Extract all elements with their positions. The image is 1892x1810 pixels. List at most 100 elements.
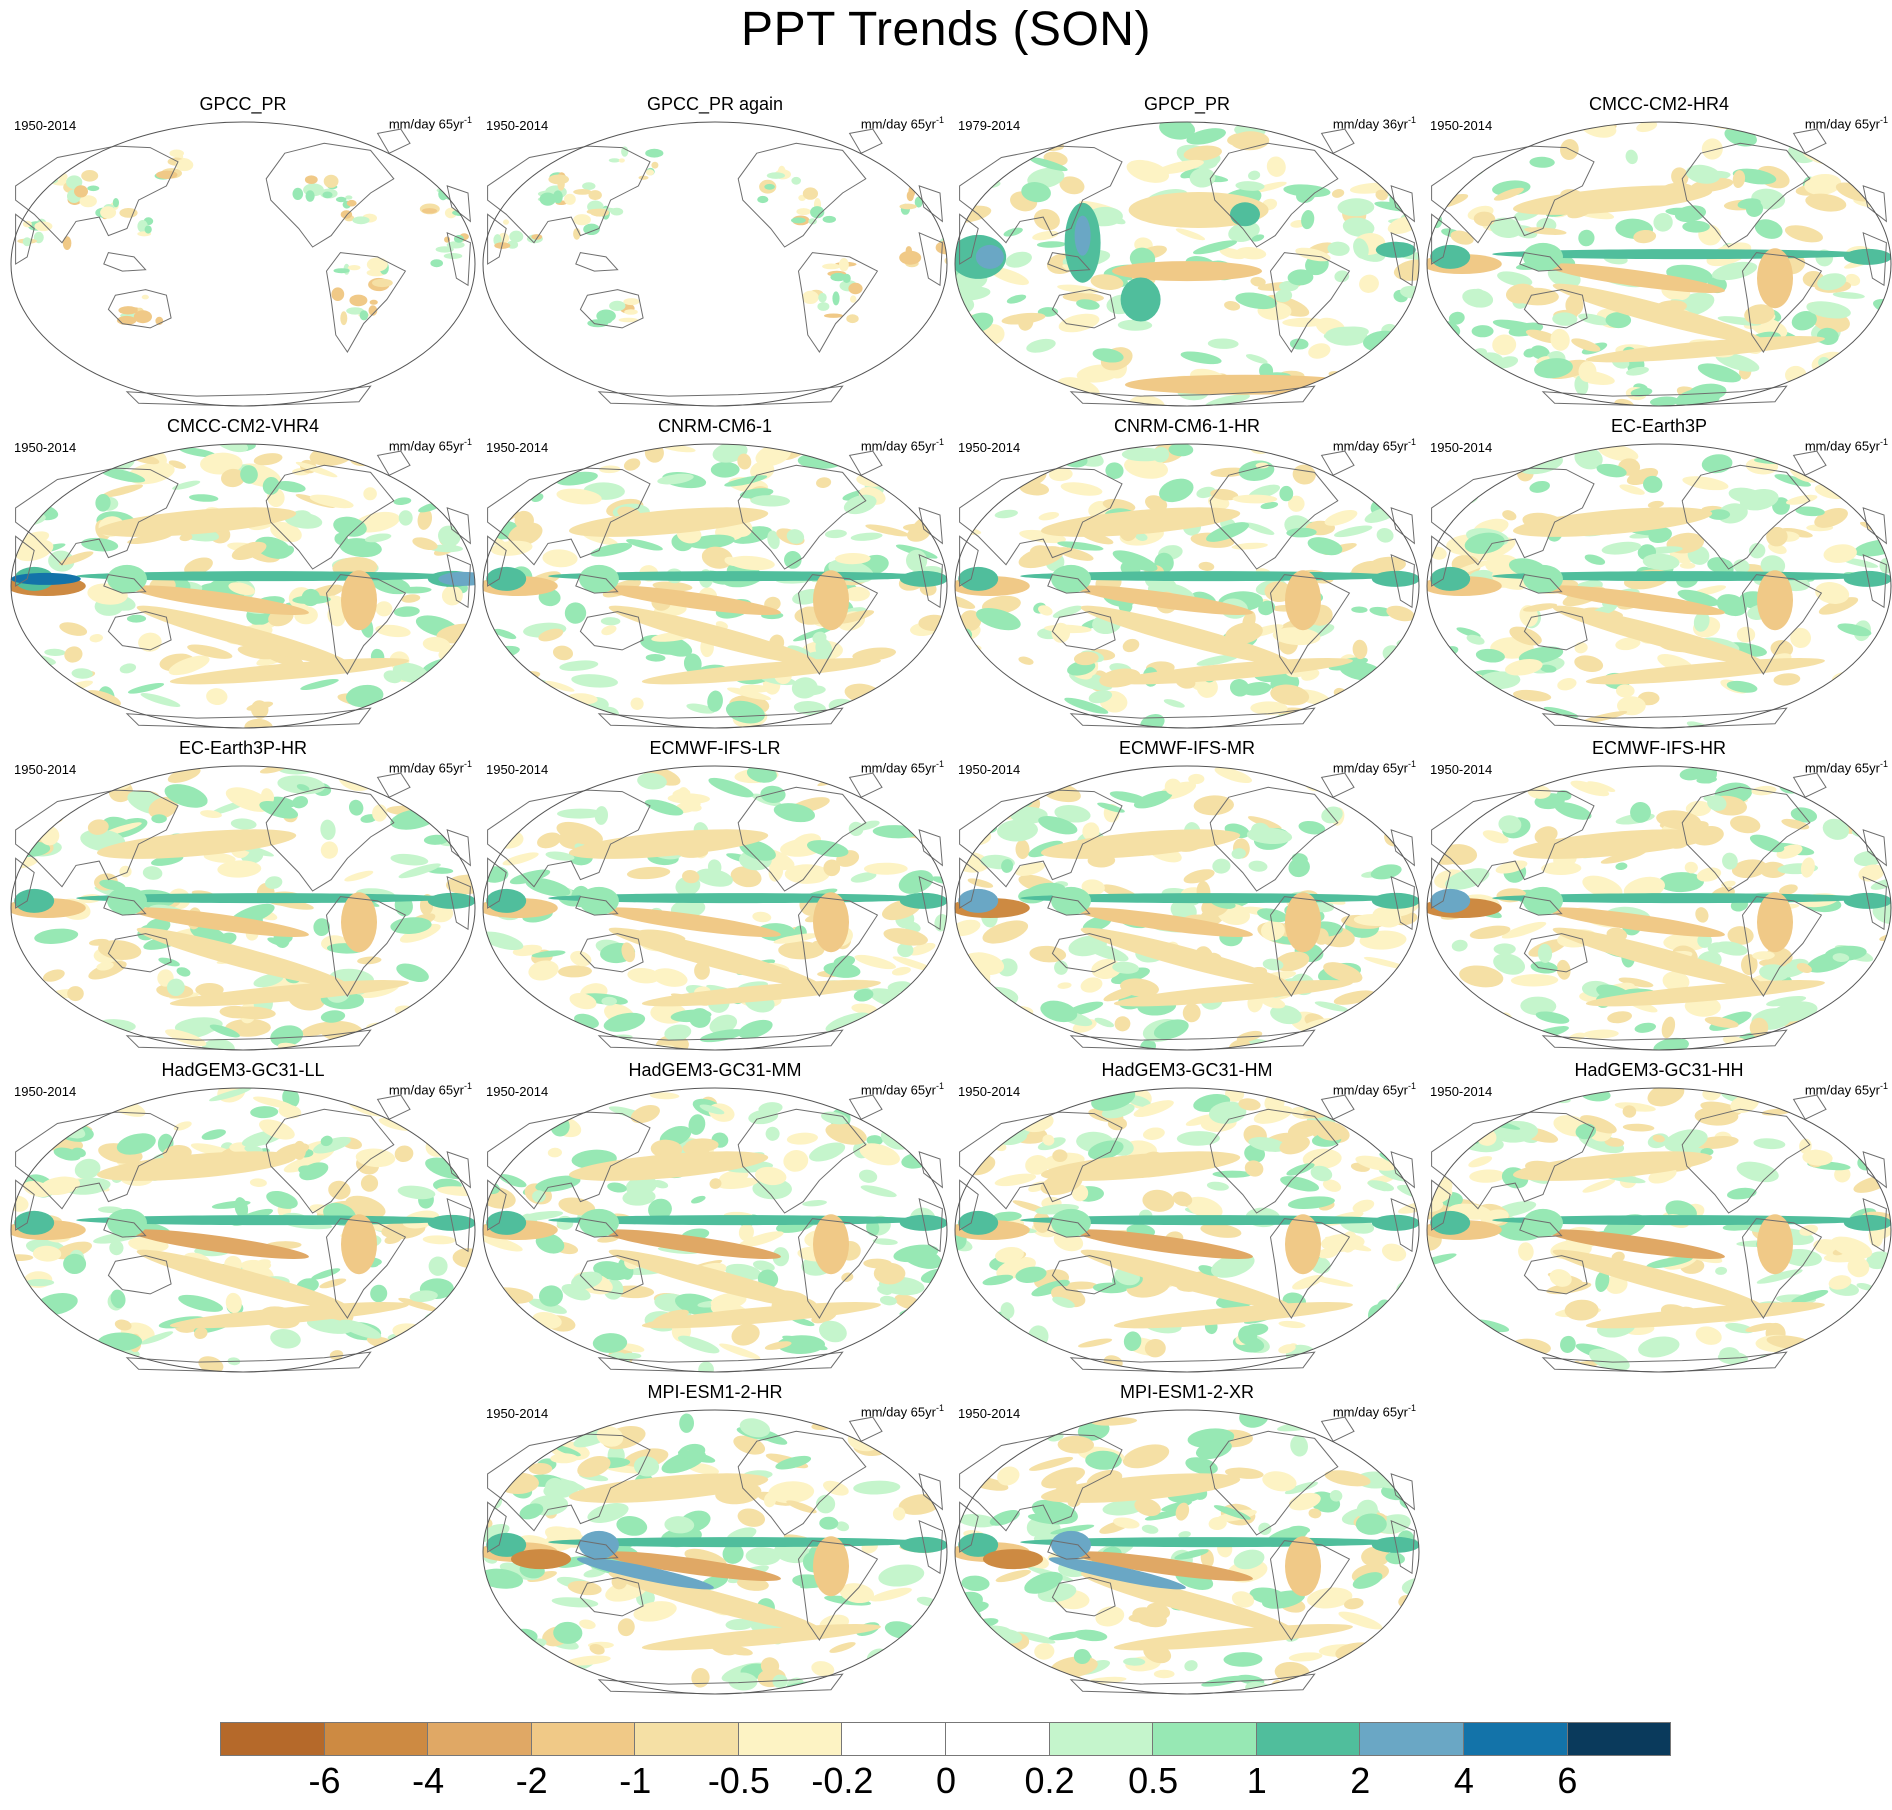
- panel-period: 1950-2014: [14, 440, 77, 455]
- colorbar-box: [1462, 1722, 1568, 1756]
- panel-title: ECMWF-IFS-MR: [1119, 738, 1255, 758]
- panel-title: EC-Earth3P: [1610, 416, 1708, 436]
- precip-trend-field: [11, 766, 475, 1050]
- coastlines: [487, 772, 943, 1051]
- map-panel: GPCC_PR again 1950-2014 mm/day 65yr-1: [478, 94, 952, 416]
- precip-trend-field: [955, 1088, 1419, 1371]
- map-plot: [954, 765, 1420, 1051]
- panel-title: CMCC-CM2-HR4: [1589, 94, 1729, 114]
- panel-title: GPCP_PR: [1143, 94, 1231, 114]
- map-plot: [954, 1087, 1420, 1373]
- map-panel: ECMWF-IFS-HR 1950-2014 mm/day 65yr-1: [1422, 738, 1892, 1060]
- colorbar-tick-label: 6: [1557, 1760, 1578, 1801]
- map-border: [10, 121, 476, 407]
- panel-units: mm/day 65yr-1: [860, 1403, 944, 1420]
- precip-trend-field: [483, 1088, 947, 1372]
- map-plot: [954, 443, 1420, 729]
- map-plot: [482, 121, 948, 407]
- coastlines: [15, 1094, 471, 1373]
- map-panel: ECMWF-IFS-LR 1950-2014 mm/day 65yr-1: [478, 738, 952, 1060]
- colorbar-labels: -6 -4 -2 -1 -0.5 -0.2 0 0.2 0.5 1 2 4 6: [221, 1760, 1671, 1810]
- panel-period: 1950-2014: [958, 762, 1021, 777]
- colorbar-tick-label: -4: [412, 1760, 445, 1801]
- map-panel: ECMWF-IFS-MR 1950-2014 mm/day 65yr-1: [950, 738, 1424, 1060]
- map-panel: MPI-ESM1-2-HR 1950-2014 mm/day 65yr-1: [478, 1382, 952, 1704]
- map-plot: [482, 765, 948, 1051]
- map-panel: GPCC_PR 1950-2014 mm/day 65yr-1: [6, 94, 480, 416]
- panel-title: ECMWF-IFS-HR: [1592, 738, 1726, 758]
- map-plot: [1426, 121, 1892, 407]
- colorbar-tick-label: -1: [619, 1760, 652, 1801]
- panel-title: CMCC-CM2-VHR4: [167, 416, 319, 436]
- panel-title: MPI-ESM1-2-XR: [1119, 1382, 1254, 1402]
- precip-trend-field: [955, 1410, 1419, 1694]
- map-border: [482, 1087, 948, 1373]
- map-plot: [1426, 765, 1892, 1051]
- colorbar-tick-label: 1: [1246, 1760, 1267, 1801]
- map-plot: [10, 443, 476, 729]
- panel-period: 1950-2014: [14, 118, 77, 133]
- panel-period: 1950-2014: [486, 118, 549, 133]
- coastlines: [1431, 450, 1887, 729]
- panel-period: 1950-2014: [14, 1084, 77, 1099]
- map-panel: CMCC-CM2-HR4 1950-2014 mm/day 65yr-1: [1422, 94, 1892, 416]
- precip-trend-field: [493, 146, 947, 328]
- panel-title: EC-Earth3P-HR: [178, 738, 308, 758]
- panel-units: mm/day 65yr-1: [1804, 1081, 1888, 1098]
- map-panel: CMCC-CM2-VHR4 1950-2014 mm/day 65yr-1: [6, 416, 480, 738]
- panel-period: 1950-2014: [1430, 762, 1493, 777]
- panel-units: mm/day 65yr-1: [388, 1081, 472, 1098]
- panel-period: 1950-2014: [1430, 1084, 1493, 1099]
- map-panel: MPI-ESM1-2-XR 1950-2014 mm/day 65yr-1: [950, 1382, 1424, 1704]
- colorbar-box: [1566, 1722, 1672, 1756]
- colorbar-box: [1152, 1722, 1257, 1756]
- map-border: [482, 765, 948, 1051]
- colorbar-tick-label: -0.2: [811, 1760, 874, 1801]
- map-panel: GPCP_PR 1979-2014 mm/day 36yr-1: [950, 94, 1424, 416]
- colorbar-box: [1255, 1722, 1361, 1756]
- coastlines: [15, 128, 471, 407]
- map-plot: [1426, 1087, 1892, 1373]
- map-border: [954, 765, 1420, 1051]
- precip-trend-field: [11, 1088, 475, 1372]
- coastlines: [959, 1416, 1415, 1695]
- coastlines: [959, 450, 1415, 729]
- panel-title: CNRM-CM6-1-HR: [1114, 416, 1260, 436]
- panel-period: 1950-2014: [958, 1406, 1021, 1421]
- coastlines: [15, 450, 471, 729]
- figure-title: PPT Trends (SON): [741, 3, 1151, 56]
- colorbar-box: [841, 1722, 947, 1756]
- colorbar-tick-label: 0: [935, 1760, 957, 1801]
- map-plot: [10, 121, 476, 407]
- map-plot: [1426, 443, 1892, 729]
- panel-units: mm/day 65yr-1: [388, 437, 472, 454]
- map-border: [482, 1409, 948, 1695]
- map-border: [1426, 765, 1892, 1051]
- colorbar-box: [634, 1722, 739, 1756]
- map-border: [482, 121, 948, 407]
- panel-units: mm/day 65yr-1: [388, 115, 472, 132]
- panel-title: HadGEM3-GC31-MM: [628, 1060, 802, 1080]
- colorbar-tick-label: 4: [1453, 1760, 1474, 1801]
- map-border: [1426, 1087, 1892, 1373]
- colorbar-tick-label: -2: [515, 1760, 548, 1801]
- colorbar: [220, 1722, 1672, 1756]
- map-border: [954, 121, 1420, 407]
- colorbar-box: [427, 1722, 532, 1756]
- panel-period: 1950-2014: [14, 762, 77, 777]
- panel-title: HadGEM3-GC31-HH: [1574, 1060, 1744, 1080]
- map-plot: [954, 121, 1420, 407]
- map-border: [10, 443, 476, 729]
- panel-period: 1979-2014: [958, 118, 1021, 133]
- map-panel: CNRM-CM6-1-HR 1950-2014 mm/day 65yr-1: [950, 416, 1424, 738]
- map-border: [954, 443, 1420, 729]
- map-panel: HadGEM3-GC31-HM 1950-2014 mm/day 65yr-1: [950, 1060, 1424, 1382]
- precip-trend-field: [11, 444, 475, 728]
- coastlines: [487, 1416, 943, 1695]
- map-plot: [482, 443, 948, 729]
- panel-units: mm/day 65yr-1: [1332, 437, 1416, 454]
- map-plot: [482, 1087, 948, 1373]
- precip-trend-field: [1427, 122, 1891, 406]
- panel-units: mm/day 65yr-1: [1804, 115, 1888, 132]
- colorbar-box: [1048, 1722, 1154, 1756]
